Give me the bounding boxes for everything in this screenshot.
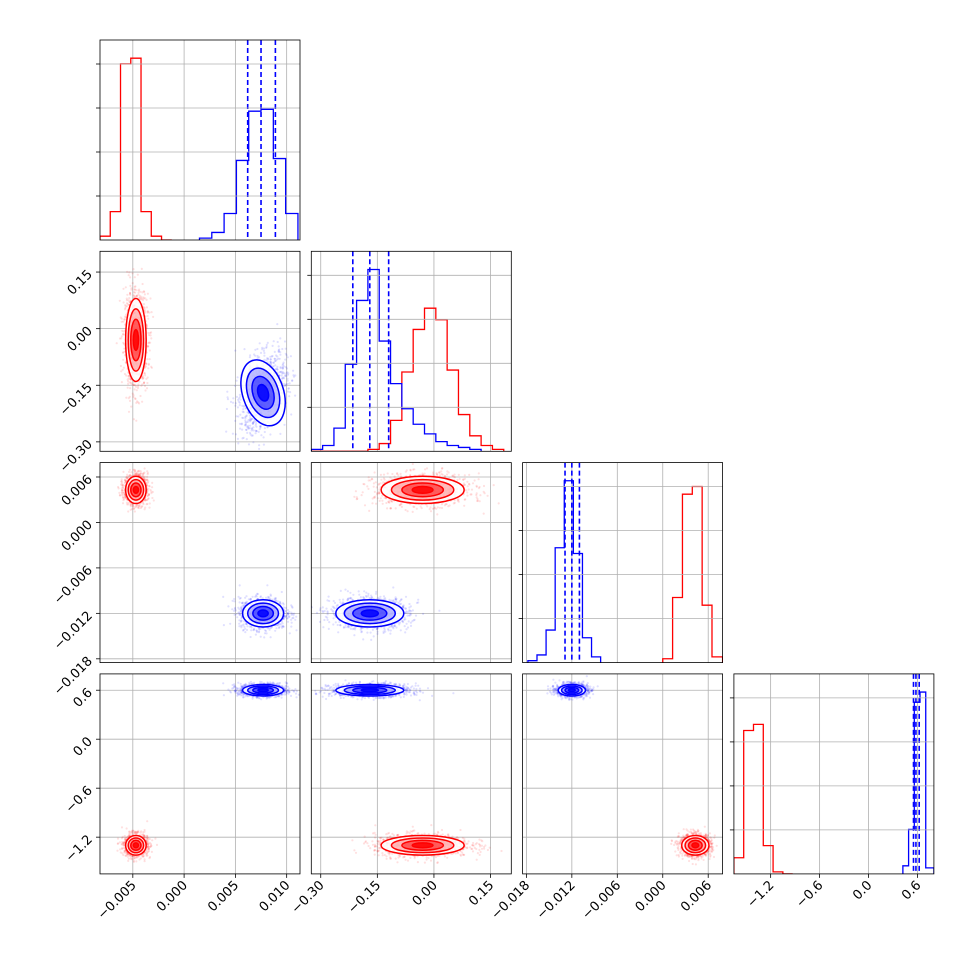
histogram-series-1: [311, 268, 482, 452]
x-tick-label: 0.005: [205, 878, 242, 915]
y-tick-label: 0.00: [65, 324, 96, 355]
contour-series-1-level-3: [360, 609, 380, 618]
histogram-series-0: [662, 485, 723, 663]
histogram-series-1: [198, 108, 299, 240]
contour-series-1-level-3: [257, 688, 269, 693]
panel-frame: [522, 673, 723, 875]
panel-1-1: [307, 250, 512, 452]
x-tick-label: −0.30: [289, 878, 328, 917]
panel-frame: [733, 673, 935, 875]
histogram-series-0: [733, 723, 793, 874]
x-tick-label: 0.000: [633, 878, 670, 915]
x-tick-label: −0.005: [95, 878, 140, 923]
panel-frame: [310, 250, 512, 452]
contour-series-0-level-3: [411, 842, 434, 849]
panel-3-2: [522, 673, 723, 875]
panel-frame: [310, 673, 512, 875]
y-tick-label: −0.006: [51, 563, 96, 608]
panel-2-0: [99, 462, 301, 664]
x-tick-label: −0.15: [345, 878, 384, 917]
y-tick-label: −0.6: [63, 783, 96, 816]
x-tick-label: 0.15: [466, 878, 497, 909]
y-tick-label: −0.15: [57, 380, 96, 419]
contour-series-1-level-3: [360, 688, 380, 693]
panel-2-1: [310, 462, 512, 664]
x-tick-label: −0.018: [489, 878, 534, 923]
panel-3-0: [99, 673, 301, 875]
y-tick-label: 0.000: [59, 518, 96, 555]
x-tick-label: −1.2: [745, 878, 778, 911]
panel-3-3: [729, 673, 935, 875]
x-tick-label: 0.6: [899, 878, 924, 903]
x-tick-label: 0.0: [850, 878, 875, 903]
y-tick-label: 0.6: [71, 685, 96, 710]
y-tick-label: 0.15: [65, 267, 96, 298]
x-tick-label: −0.012: [534, 878, 579, 923]
contour-series-0-level-3: [132, 328, 140, 352]
x-tick-label: −0.6: [794, 878, 827, 911]
panel-frame: [99, 39, 301, 241]
y-tick-label: −0.012: [51, 609, 96, 654]
histogram-series-0: [311, 307, 505, 452]
histogram-series-0: [100, 57, 172, 240]
panel-3-1: [310, 673, 512, 875]
panel-2-2: [518, 462, 723, 664]
y-tick-label: 0.0: [71, 734, 96, 759]
contour-series-0-level-3: [132, 485, 140, 495]
x-tick-label: 0.010: [257, 878, 294, 915]
panel-frame: [310, 462, 512, 664]
y-tick-label: −1.2: [63, 832, 96, 865]
panel-frame: [522, 462, 723, 664]
x-tick-label: −0.006: [580, 878, 625, 923]
x-tick-label: 0.000: [154, 878, 191, 915]
panel-frame: [99, 462, 301, 664]
contour-series-0-level-3: [132, 842, 140, 849]
panel-1-0: [99, 250, 301, 452]
y-tick-label: 0.006: [59, 472, 96, 509]
panel-frame: [99, 250, 301, 452]
contour-series-1-level-3: [257, 609, 269, 618]
x-tick-label: 0.006: [678, 878, 715, 915]
contour-series-0-level-3: [411, 485, 434, 495]
x-tick-label: 0.00: [410, 878, 441, 909]
contour-series-0-level-3: [691, 842, 700, 849]
panel-frame: [99, 673, 301, 875]
contour-series-1-level-3: [567, 688, 577, 693]
y-tick-label: −0.30: [57, 437, 96, 476]
contour-series-1-level-3: [256, 383, 270, 402]
panel-0-0: [96, 39, 301, 241]
histogram-series-1: [902, 691, 934, 874]
